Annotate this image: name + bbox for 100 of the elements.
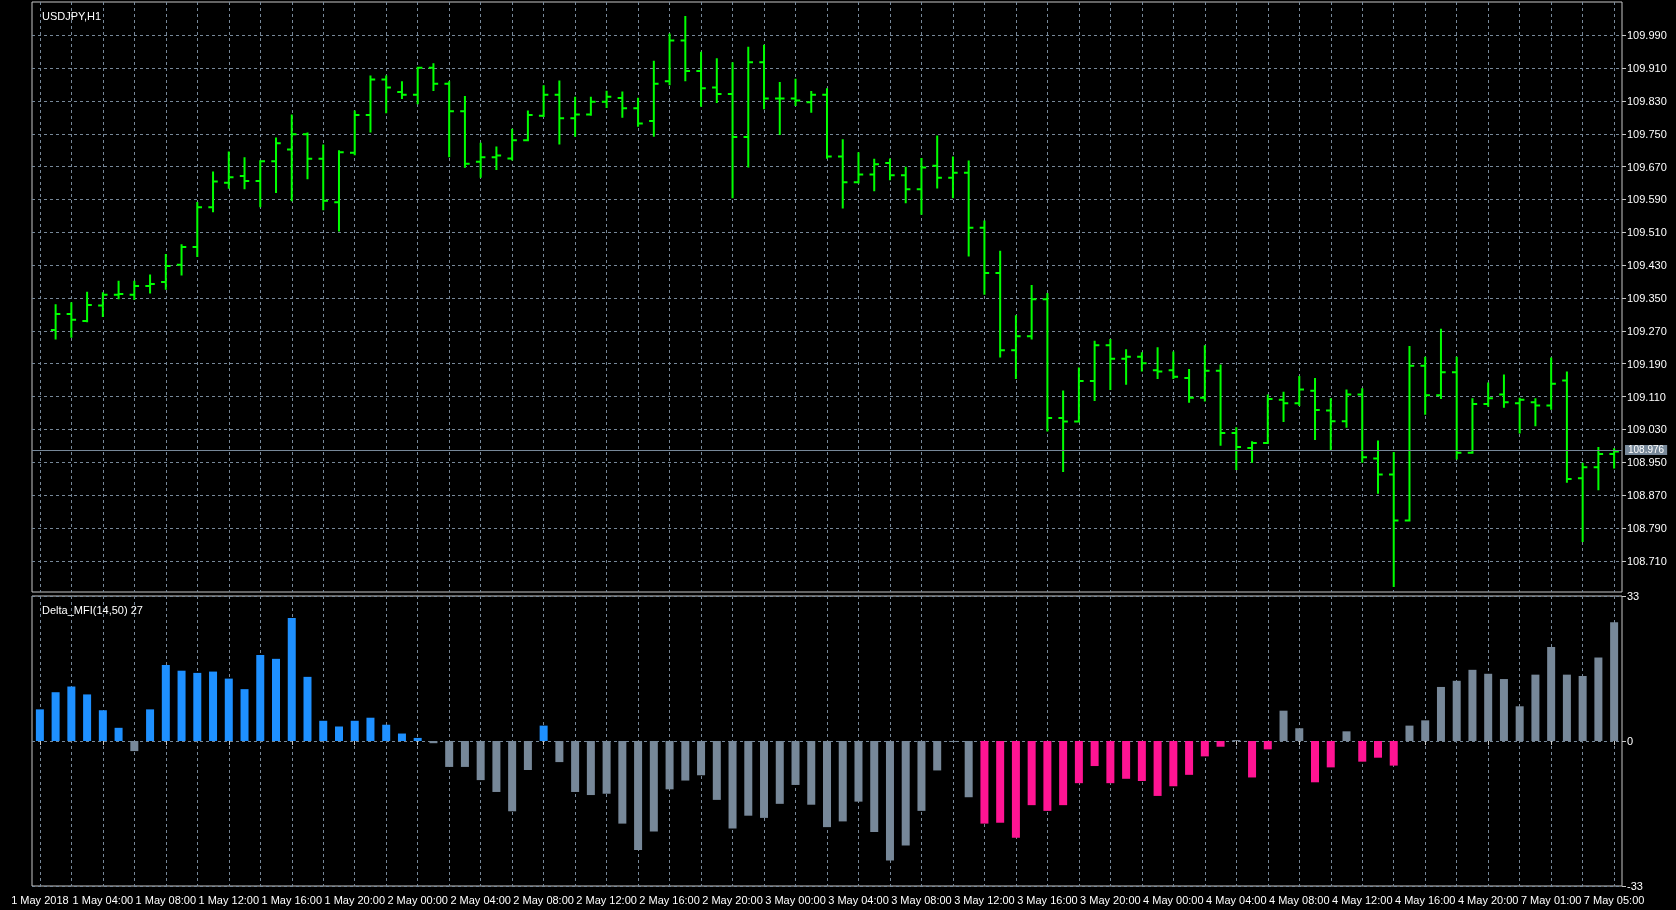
candlestick: [1262, 393, 1274, 445]
text: USDJPY,H1: [42, 9, 102, 22]
x-tick-label: 4 May 12:00: [1331, 893, 1393, 906]
bar: [256, 654, 265, 741]
x-tick-label: 4 May 16:00: [1394, 893, 1456, 906]
bar: [1389, 741, 1398, 766]
candlestick: [632, 96, 644, 128]
bar: [114, 727, 123, 741]
candlestick: [758, 43, 770, 111]
bar: [413, 737, 422, 741]
candlestick: [978, 219, 991, 296]
x-tick-label: 4 May 04:00: [1206, 893, 1267, 906]
candlestick: [1545, 356, 1557, 411]
bar: [1011, 741, 1020, 838]
bar: [272, 658, 281, 741]
candlestick: [805, 90, 817, 114]
bar: [1106, 741, 1115, 784]
candlestick: [223, 150, 235, 190]
x-tick-label: 2 May 16:00: [639, 893, 700, 906]
bar: [224, 678, 233, 741]
y-tick-label: 108.870: [1627, 489, 1667, 502]
bar: [1248, 741, 1257, 778]
x-tick-label: 3 May 12:00: [954, 893, 1015, 906]
bar: [1074, 741, 1083, 784]
bar: [35, 709, 44, 741]
candlestick: [1230, 426, 1243, 472]
candlestick: [380, 74, 392, 115]
candlestick: [238, 156, 251, 191]
candlestick: [789, 77, 802, 107]
candlestick: [506, 127, 518, 162]
bar: [83, 694, 92, 741]
candlestick: [349, 109, 361, 157]
bar: [996, 741, 1005, 823]
candlestick: [1246, 440, 1258, 464]
bar: [1326, 741, 1335, 768]
x-tick-label: 2 May 12:00: [576, 893, 637, 906]
candlestick: [160, 253, 172, 291]
x-tick-label: 3 May 00:00: [765, 893, 826, 906]
bar: [161, 664, 170, 741]
candlestick: [49, 303, 62, 341]
candlestick: [1120, 348, 1132, 386]
bar: [1200, 741, 1209, 757]
candlestick: [97, 291, 109, 318]
x-tick-label: 2 May 00:00: [387, 893, 448, 906]
bar: [1027, 741, 1036, 806]
candlestick: [915, 157, 928, 216]
candlestick: [1419, 355, 1431, 416]
candlestick: [1151, 346, 1164, 380]
x-tick-label: 3 May 04:00: [828, 893, 889, 906]
y-tick-label: 109.510: [1627, 226, 1667, 239]
candlestick: [144, 273, 156, 295]
candlestick: [1388, 450, 1400, 589]
x-tick-label: 1 May 08:00: [135, 893, 197, 906]
candlestick: [1466, 397, 1479, 454]
bar: [366, 717, 375, 741]
y-tick-label: 109.750: [1627, 127, 1667, 140]
candlestick: [663, 32, 676, 87]
candlestick: [648, 59, 660, 138]
candlestick: [899, 165, 912, 205]
candlestick: [947, 155, 959, 200]
bar: [1153, 741, 1162, 796]
candlestick: [994, 249, 1006, 359]
bar: [1311, 741, 1320, 783]
bar: [350, 720, 359, 741]
candlestick: [65, 301, 78, 339]
x-tick-label: 4 May 08:00: [1269, 893, 1330, 906]
candlestick: [1088, 339, 1101, 403]
candlestick: [1576, 461, 1589, 543]
candlestick: [1513, 396, 1526, 435]
candlestick: [742, 45, 755, 169]
bar: [1059, 741, 1068, 806]
candlestick: [1057, 389, 1069, 474]
x-tick-label: 1 May 12:00: [198, 893, 260, 906]
y-tick-label: 33: [1627, 590, 1640, 602]
candlestick: [254, 159, 266, 209]
candlestick: [191, 200, 204, 258]
x-tick-label: 1 May 04:00: [72, 893, 134, 906]
x-tick-label: 3 May 08:00: [891, 893, 952, 906]
y-tick-label: 109.670: [1627, 160, 1667, 173]
candlestick: [1073, 366, 1085, 423]
x-tick-label: 7 May 05:00: [1583, 893, 1645, 906]
bar: [980, 741, 989, 824]
y-tick-label: 109.830: [1627, 94, 1667, 107]
bar: [334, 726, 343, 741]
candlestick: [207, 170, 219, 214]
bar: [287, 617, 296, 741]
candlestick: [364, 74, 377, 134]
bar: [1263, 741, 1272, 750]
candlestick: [1561, 370, 1573, 484]
candlestick: [1041, 292, 1054, 433]
candlestick: [726, 61, 739, 200]
candlestick: [1356, 387, 1368, 464]
candlestick: [474, 141, 487, 179]
candlestick: [774, 81, 786, 137]
y-tick-label: 0: [1627, 735, 1634, 747]
candlestick: [931, 134, 943, 190]
bar: [209, 671, 218, 741]
candlestick: [1498, 373, 1510, 409]
x-tick-label: 3 May 16:00: [1017, 893, 1078, 906]
y-tick-label: 109.270: [1627, 324, 1667, 337]
